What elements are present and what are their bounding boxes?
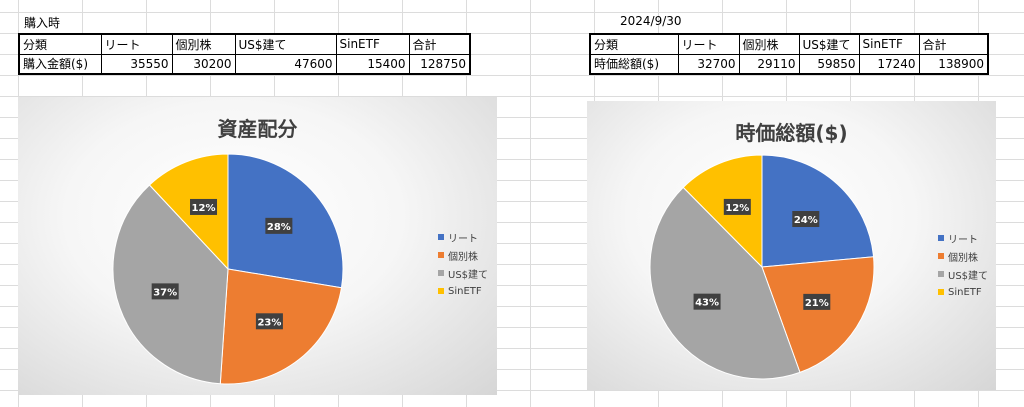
value-cell[interactable]: 35550 xyxy=(100,53,173,75)
legend-item: リート xyxy=(938,229,988,247)
legend-swatch xyxy=(938,235,944,241)
legend-label: 個別株 xyxy=(948,252,978,264)
header-cell[interactable]: US$建て xyxy=(234,33,337,55)
legend-item: SinETF xyxy=(438,282,488,300)
header-cell[interactable]: SinETF xyxy=(858,33,920,55)
header-cell[interactable]: リート xyxy=(100,33,173,55)
data-label: 28% xyxy=(267,222,291,233)
data-label: 37% xyxy=(153,287,177,298)
header-cell[interactable]: US$建て xyxy=(798,33,860,55)
header-cell[interactable]: 合計 xyxy=(408,33,471,55)
data-label: 24% xyxy=(794,215,818,226)
legend-item: 個別株 xyxy=(938,247,988,265)
table-row: 時価総額($) 32700 29110 59850 17240 138900 xyxy=(589,53,989,75)
legend-item: SinETF xyxy=(938,283,988,301)
legend-label: US$建て xyxy=(448,269,489,281)
right-value-table: 分類 リート 個別株 US$建て SinETF 合計 時価総額($) 32700… xyxy=(589,33,989,75)
legend-label: SinETF xyxy=(948,286,982,298)
data-label: 12% xyxy=(725,203,749,214)
data-label-box xyxy=(255,313,283,330)
data-label-box xyxy=(792,211,820,228)
legend-swatch xyxy=(438,270,444,276)
asset-allocation-chart[interactable]: 資産配分 28% 23% 37% 12% リート 個別株 US$建て SinETF xyxy=(18,97,497,395)
header-cell[interactable]: 合計 xyxy=(918,33,989,55)
data-label-box xyxy=(151,283,179,300)
legend-swatch xyxy=(438,252,444,258)
header-cell[interactable]: 個別株 xyxy=(171,33,236,55)
pie-chart-svg: 28% 23% 37% 12% xyxy=(112,153,344,385)
header-cell[interactable]: SinETF xyxy=(335,33,410,55)
legend-label: US$建て xyxy=(948,270,989,282)
value-cell[interactable]: 15400 xyxy=(335,53,410,75)
header-cell[interactable]: 分類 xyxy=(589,33,679,55)
data-label-box xyxy=(190,198,218,215)
pie-slice[interactable] xyxy=(761,154,875,268)
value-cell[interactable]: 32700 xyxy=(677,53,740,75)
header-cell[interactable]: リート xyxy=(677,33,740,55)
data-label-box xyxy=(693,293,721,310)
legend-swatch xyxy=(438,288,444,294)
pie-chart-svg: 24% 21% 43% 12% xyxy=(649,154,875,380)
data-label-box xyxy=(265,217,293,234)
legend-swatch xyxy=(938,289,944,295)
value-cell[interactable]: 138900 xyxy=(918,53,989,75)
left-purchase-table: 分類 リート 個別株 US$建て SinETF 合計 購入金額($) 35550… xyxy=(18,33,471,75)
table-row: 購入金額($) 35550 30200 47600 15400 128750 xyxy=(18,53,471,75)
value-cell[interactable]: 17240 xyxy=(858,53,920,75)
market-value-chart[interactable]: 時価総額($) 24% 21% 43% 12% リート 個別株 US$建て SinET… xyxy=(587,101,996,390)
legend-label: リート xyxy=(448,233,478,245)
left-sheet-label: 購入時 xyxy=(24,16,61,30)
legend-label: リート xyxy=(948,234,978,246)
value-cell[interactable]: 29110 xyxy=(738,53,800,75)
legend-swatch xyxy=(938,253,944,259)
right-sheet-label: 2024/9/30 xyxy=(620,14,682,28)
chart-title: 時価総額($) xyxy=(735,121,848,145)
row-label-cell[interactable]: 購入金額($) xyxy=(18,53,102,75)
legend-label: SinETF xyxy=(448,285,482,297)
chart-title: 資産配分 xyxy=(217,117,298,141)
pie-slice[interactable] xyxy=(649,186,801,380)
legend-swatch xyxy=(438,234,444,240)
header-cell[interactable]: 個別株 xyxy=(738,33,800,55)
table-header-row: 分類 リート 個別株 US$建て SinETF 合計 xyxy=(18,33,471,55)
value-cell[interactable]: 30200 xyxy=(171,53,236,75)
header-cell[interactable]: 分類 xyxy=(18,33,102,55)
legend-item: US$建て xyxy=(438,264,488,282)
data-label: 12% xyxy=(192,203,216,214)
value-cell[interactable]: 59850 xyxy=(798,53,860,75)
data-label: 21% xyxy=(805,298,829,309)
pie-slice[interactable] xyxy=(148,153,229,271)
legend-item: 個別株 xyxy=(438,246,488,264)
legend-label: 個別株 xyxy=(448,251,478,263)
pie-slice[interactable] xyxy=(682,154,763,269)
data-label: 43% xyxy=(695,298,719,309)
data-label-box xyxy=(803,293,831,310)
chart-legend: リート 個別株 US$建て SinETF xyxy=(938,229,988,301)
value-cell[interactable]: 128750 xyxy=(408,53,471,75)
table-header-row: 分類 リート 個別株 US$建て SinETF 合計 xyxy=(589,33,989,55)
chart-legend: リート 個別株 US$建て SinETF xyxy=(438,228,488,300)
legend-item: リート xyxy=(438,228,488,246)
data-label-box xyxy=(723,198,751,215)
legend-item: US$建て xyxy=(938,265,988,283)
row-label-cell[interactable]: 時価総額($) xyxy=(589,53,679,75)
legend-swatch xyxy=(938,271,944,277)
data-label: 23% xyxy=(257,317,281,328)
value-cell[interactable]: 47600 xyxy=(234,53,337,75)
